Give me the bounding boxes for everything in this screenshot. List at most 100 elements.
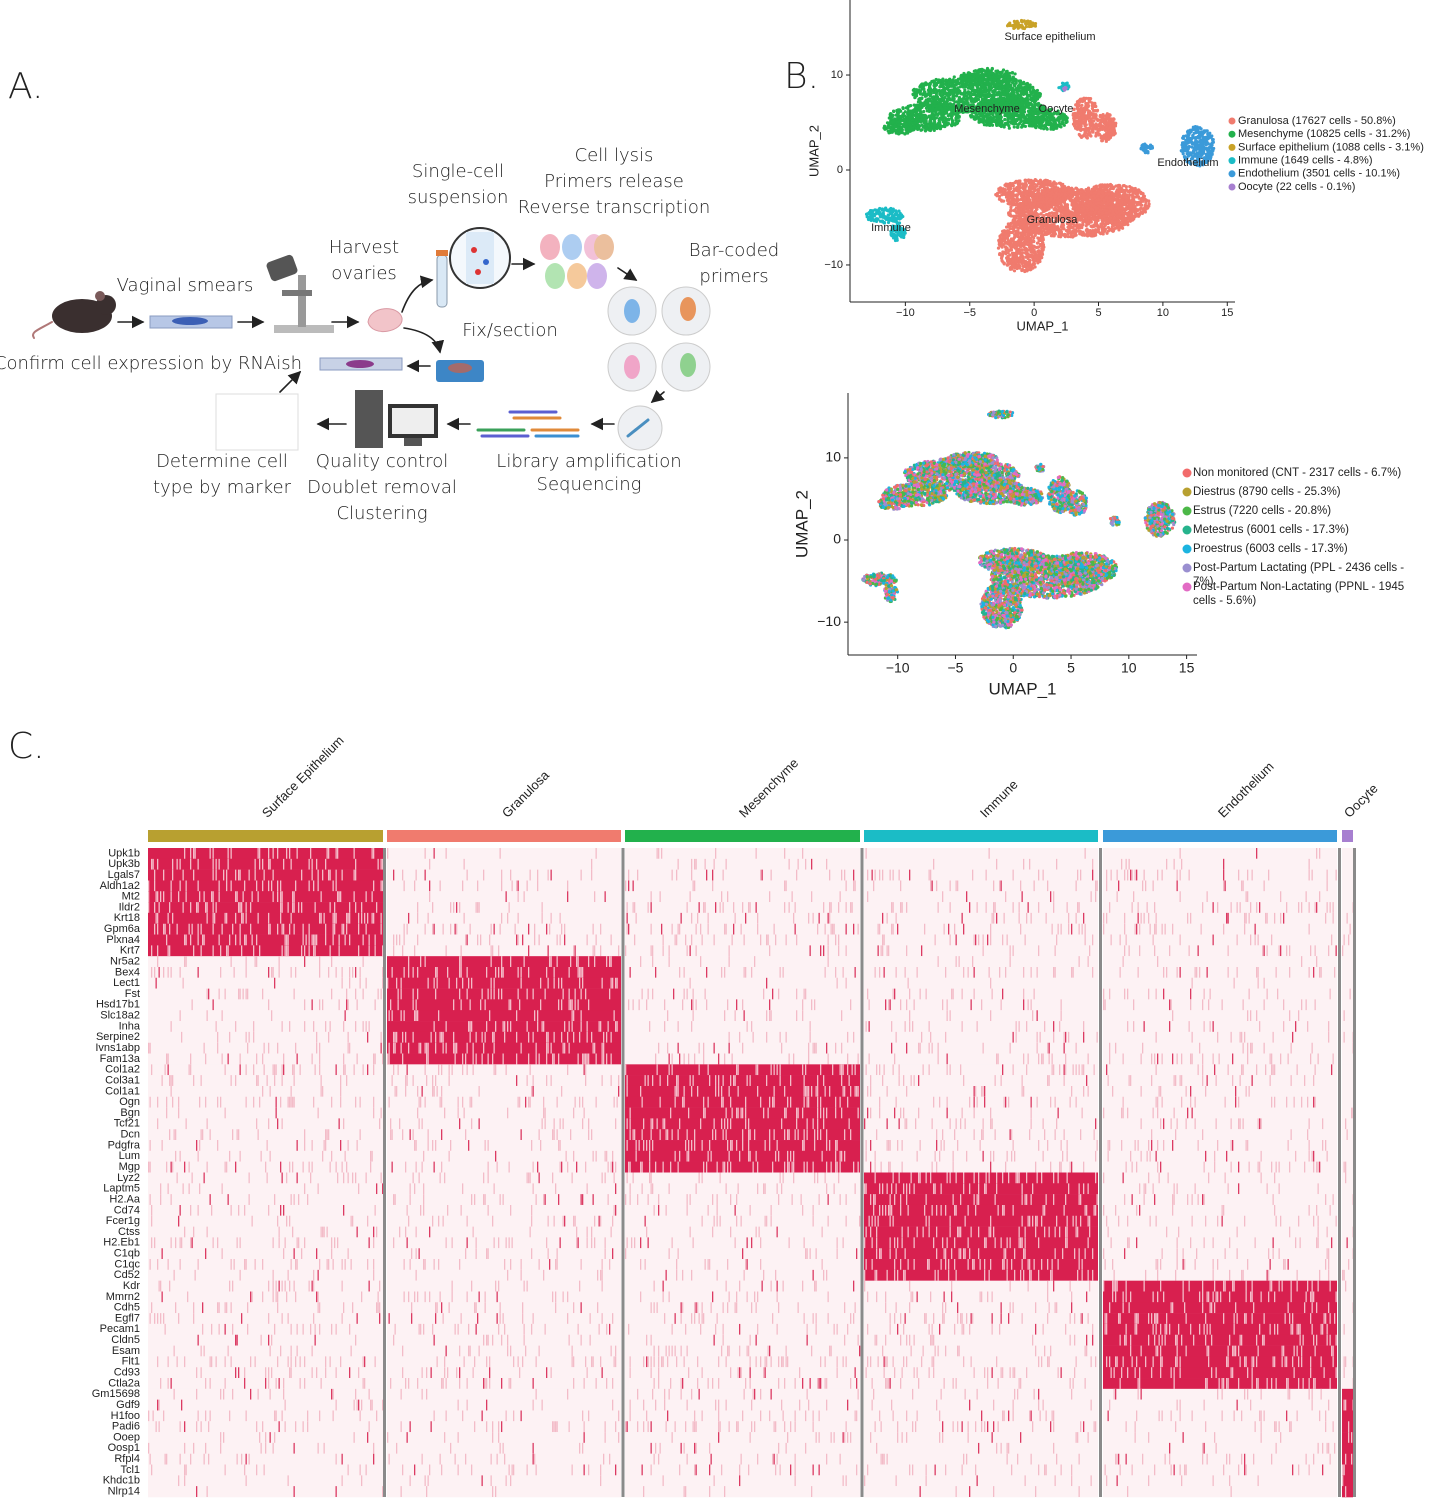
umap-point	[947, 89, 952, 93]
umap-point	[1001, 235, 1005, 239]
umap-point	[1048, 122, 1052, 126]
umap-point	[1000, 123, 1004, 127]
umap-point	[1100, 223, 1104, 227]
umap-point	[931, 96, 935, 100]
umap-point	[925, 99, 929, 103]
umap-point	[1007, 248, 1011, 252]
umap-point	[928, 97, 932, 101]
umap-point	[982, 94, 986, 98]
umap-point	[935, 123, 939, 127]
umap-point	[1012, 117, 1016, 121]
umap-point	[919, 112, 923, 117]
umap-point	[1103, 229, 1107, 233]
umap-point	[1056, 116, 1060, 121]
umap-point	[961, 85, 965, 89]
umap-point	[954, 116, 958, 120]
panel-label: B.	[784, 56, 819, 97]
umap-point	[1008, 209, 1013, 213]
step-label: suspension	[408, 187, 509, 208]
umap-point	[978, 78, 982, 82]
umap-point	[986, 68, 990, 72]
umap-point	[952, 75, 956, 79]
umap-point	[1018, 259, 1022, 264]
umap-point	[972, 117, 976, 121]
umap-point	[1002, 262, 1006, 266]
umap-point	[1018, 94, 1022, 98]
umap-point	[1008, 116, 1012, 120]
umap-point	[992, 78, 997, 82]
umap-point	[1025, 81, 1030, 86]
umap-point	[1008, 84, 1012, 89]
umap-point	[1032, 94, 1036, 98]
step-label: Bar-coded	[689, 240, 779, 261]
umap-point	[923, 129, 928, 133]
umap-point	[930, 79, 934, 84]
step-label: Library amplification	[496, 451, 681, 472]
umap-point	[1022, 90, 1026, 94]
umap-point	[939, 125, 943, 129]
umap-point	[928, 89, 932, 93]
workflow-icons	[32, 227, 711, 451]
umap-point	[922, 90, 926, 94]
umap-point	[955, 121, 960, 125]
umap-point	[996, 87, 1000, 91]
umap-point	[1007, 213, 1011, 217]
umap-point	[949, 112, 953, 116]
step-label: Sequencing	[537, 474, 642, 495]
umap-point	[953, 100, 957, 104]
umap-point	[960, 91, 964, 96]
umap-point	[1100, 227, 1104, 232]
umap-point	[1000, 70, 1004, 74]
umap-point	[936, 96, 940, 101]
umap-point	[982, 123, 987, 127]
umap-point	[1028, 87, 1032, 91]
umap-point	[1000, 82, 1004, 87]
umap-point	[944, 106, 948, 110]
umap-point	[1012, 215, 1016, 219]
umap-point	[1067, 228, 1071, 232]
step-label: Single-cell	[412, 161, 504, 182]
umap-point	[1117, 228, 1121, 232]
umap-point	[1017, 250, 1021, 254]
umap-point	[912, 124, 916, 128]
umap-point	[1024, 268, 1028, 272]
umap-point	[891, 124, 895, 128]
umap-point	[952, 97, 956, 101]
umap-point	[1008, 71, 1012, 75]
umap-point	[931, 114, 935, 119]
umap-point	[1019, 237, 1023, 241]
umap-point	[970, 103, 974, 107]
umap-point	[1005, 85, 1010, 89]
umap-point	[907, 115, 911, 119]
umap-point	[1014, 94, 1018, 98]
umap-point	[1018, 89, 1023, 94]
umap-point	[918, 92, 923, 96]
umap-point	[924, 119, 928, 123]
umap-point	[992, 91, 996, 95]
umap-point	[984, 71, 988, 75]
umap-point	[1037, 238, 1041, 242]
umap-point	[989, 70, 993, 75]
umap-point	[994, 72, 998, 77]
umap-point	[890, 129, 894, 133]
umap-point	[999, 73, 1003, 77]
umap-point	[903, 110, 907, 114]
umap-point	[1048, 118, 1052, 122]
step-label: Reverse transcription	[518, 197, 711, 218]
umap-point	[1038, 251, 1042, 255]
umap-point	[999, 256, 1004, 260]
umap-point	[962, 94, 966, 98]
umap-point	[892, 118, 896, 122]
umap-point	[909, 125, 913, 130]
umap-point	[932, 101, 936, 105]
umap-point	[1026, 256, 1030, 260]
umap-point	[996, 246, 1001, 250]
umap-point	[980, 67, 984, 72]
umap-point	[1028, 258, 1032, 263]
umap-point	[896, 120, 900, 124]
umap-point	[1020, 251, 1025, 255]
umap-point	[934, 91, 938, 95]
umap-point	[967, 92, 971, 96]
umap-point	[898, 114, 902, 119]
umap-point	[985, 93, 989, 97]
